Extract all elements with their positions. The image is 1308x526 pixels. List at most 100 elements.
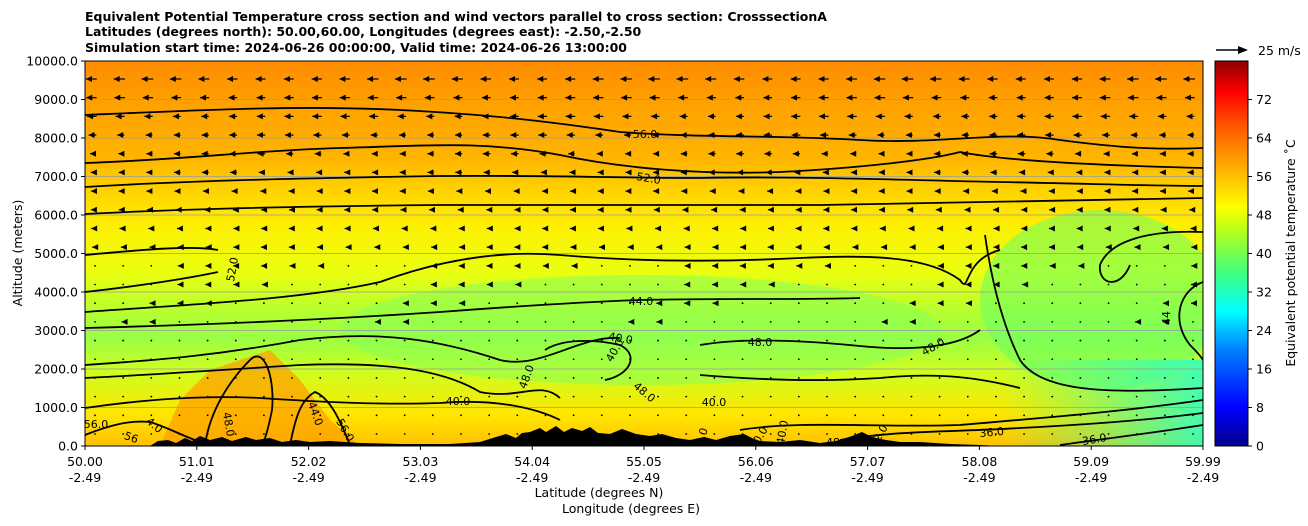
wind-vector: [94, 283, 96, 286]
wind-vector-head: [256, 113, 263, 120]
wind-vector: [403, 358, 406, 361]
wind-vector: [685, 433, 688, 435]
wind-vector: [319, 283, 322, 286]
wind-vector: [263, 395, 265, 398]
wind-vector: [1163, 339, 1166, 342]
wind-vector-head: [684, 281, 691, 288]
wind-vector-head: [542, 244, 549, 251]
wind-vector-head: [204, 206, 211, 213]
x-axis: 50.00-2.4951.01-2.4952.02-2.4953.03-2.49…: [67, 446, 1221, 485]
wind-vector: [600, 283, 603, 286]
wind-vector: [403, 283, 406, 286]
wind-vector-head: [909, 318, 916, 325]
wind-vector: [488, 339, 491, 342]
wind-vector: [319, 433, 322, 435]
wind-vector: [629, 264, 631, 267]
wind-vector-head: [1104, 225, 1111, 232]
wind-vector-head: [317, 244, 324, 251]
wind-vector: [94, 414, 96, 417]
y-tick-label: 3000.0: [34, 323, 78, 338]
wind-vector-head: [909, 300, 916, 307]
wind-vector-head: [1048, 188, 1055, 195]
wind-vector: [234, 302, 237, 305]
wind-vector-head: [339, 94, 346, 101]
wind-vector: [741, 358, 744, 361]
wind-vector: [1163, 358, 1166, 361]
wind-vector-head: [652, 132, 659, 139]
wind-vector: [797, 377, 800, 379]
x-tick-label-latitude: 57.07: [850, 454, 886, 469]
wind-vector-head: [851, 188, 858, 195]
x-axis-label-longitude: Longitude (degrees E): [562, 501, 700, 516]
wind-vector: [685, 320, 688, 323]
wind-vector: [319, 320, 322, 323]
wind-vector-head: [987, 76, 994, 82]
x-tick-label-latitude: 54.04: [514, 454, 550, 469]
wind-vector: [769, 339, 772, 342]
wind-vector-head: [1163, 244, 1170, 251]
wind-vector: [1107, 358, 1110, 361]
wind-vector-head: [261, 225, 268, 232]
wind-vector: [122, 283, 125, 286]
wind-vector-head: [145, 132, 152, 139]
wind-vector-head: [344, 188, 351, 195]
wind-vector: [769, 433, 772, 435]
wind-vector: [488, 320, 491, 323]
wind-vector: [882, 395, 885, 398]
wind-vector: [657, 264, 659, 267]
contour-label: 40.0: [446, 395, 471, 408]
wind-vector: [910, 264, 913, 267]
wind-vector-head: [118, 169, 125, 176]
wind-vector: [600, 358, 603, 361]
wind-vector: [910, 377, 913, 379]
wind-vector-head: [542, 206, 549, 213]
wind-vector: [94, 358, 96, 361]
wind-vector-head: [1157, 113, 1164, 120]
wind-vector: [1079, 414, 1082, 417]
wind-vector: [544, 339, 547, 342]
contour-line: [699, 374, 1021, 389]
wind-vector: [375, 302, 378, 305]
wind-vector-head: [905, 132, 912, 139]
wind-vector-head: [592, 76, 599, 82]
wind-vector-head: [1183, 76, 1190, 82]
wind-vector: [1135, 395, 1138, 398]
wind-vector-head: [625, 150, 632, 157]
x-tick-label-latitude: 52.02: [291, 454, 327, 469]
wind-vector-head: [399, 150, 406, 157]
wind-vector: [741, 302, 744, 305]
wind-vector-head: [149, 318, 156, 325]
wind-vector: [1023, 358, 1025, 361]
wind-vector-head: [485, 188, 492, 195]
y-axis-label: Altitude (meters): [10, 200, 25, 307]
wind-vector: [1079, 433, 1082, 435]
wind-vector: [375, 395, 378, 398]
wind-vector: [544, 433, 547, 435]
wind-vector: [797, 320, 800, 323]
wind-vector-head: [483, 169, 490, 176]
wind-vector-head: [1016, 113, 1023, 120]
wind-vector-head: [991, 188, 998, 195]
wind-vector-head: [486, 225, 493, 232]
wind-vector-head: [394, 76, 401, 82]
contour-label: 44: [1160, 311, 1173, 325]
wind-vector-head: [89, 150, 96, 157]
wind-vector-head: [906, 188, 913, 195]
wind-vector-head: [118, 188, 125, 195]
wind-vector-head: [989, 132, 996, 139]
wind-vector-head: [257, 150, 264, 157]
wind-vector-head: [316, 169, 323, 176]
wind-vector-head: [256, 94, 263, 101]
wind-vector-head: [937, 244, 944, 251]
wind-vector: [1051, 339, 1054, 342]
wind-vector: [431, 339, 434, 342]
wind-vector: [1135, 283, 1138, 286]
wind-vector-head: [850, 150, 857, 157]
wind-vector-head: [649, 94, 656, 101]
wind-vector-head: [934, 150, 941, 157]
wind-vector-head: [1044, 76, 1051, 82]
colorbar-tick-label: 24: [1256, 323, 1272, 338]
wind-vector: [741, 377, 744, 379]
wind-vector: [1023, 433, 1025, 435]
